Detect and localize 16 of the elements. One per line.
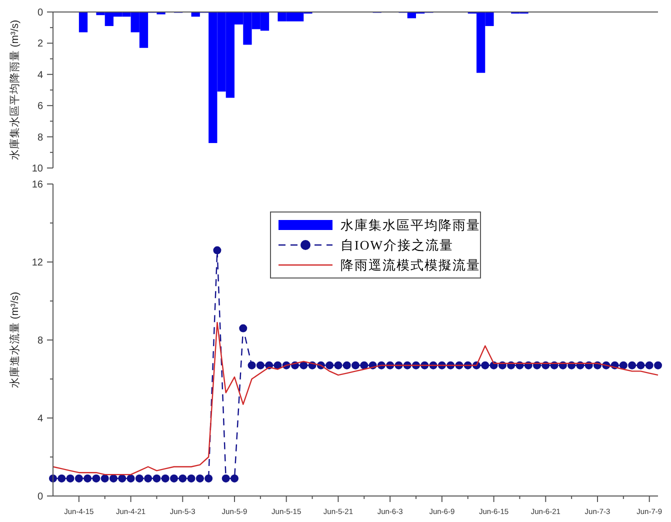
- y-tick-label: 2: [37, 38, 44, 50]
- y-tick-label: 4: [37, 70, 44, 81]
- legend-label: 自IOW介接之流量: [340, 238, 454, 253]
- y-tick-label: 0: [37, 8, 44, 18]
- y-axis-title: 水庫進水流量 (m³/s): [8, 292, 21, 388]
- legend-label: 降雨逕流模式模擬流量: [340, 258, 480, 273]
- y-tick-label: 0: [37, 492, 44, 502]
- y-tick-label: 4: [37, 414, 44, 424]
- legend-label: 水庫集水區平均降雨量: [340, 218, 480, 233]
- y-tick-label: 8: [37, 132, 44, 144]
- y-tick-label: 12: [32, 258, 44, 268]
- y-tick-label: 8: [37, 336, 44, 346]
- y-tick-label: 6: [37, 101, 44, 112]
- y-tick-label: 16: [32, 180, 44, 190]
- y-axis-title: 水庫集水區平均降雨量 (m³/s): [8, 20, 21, 160]
- y-tick-label: 10: [32, 164, 44, 174]
